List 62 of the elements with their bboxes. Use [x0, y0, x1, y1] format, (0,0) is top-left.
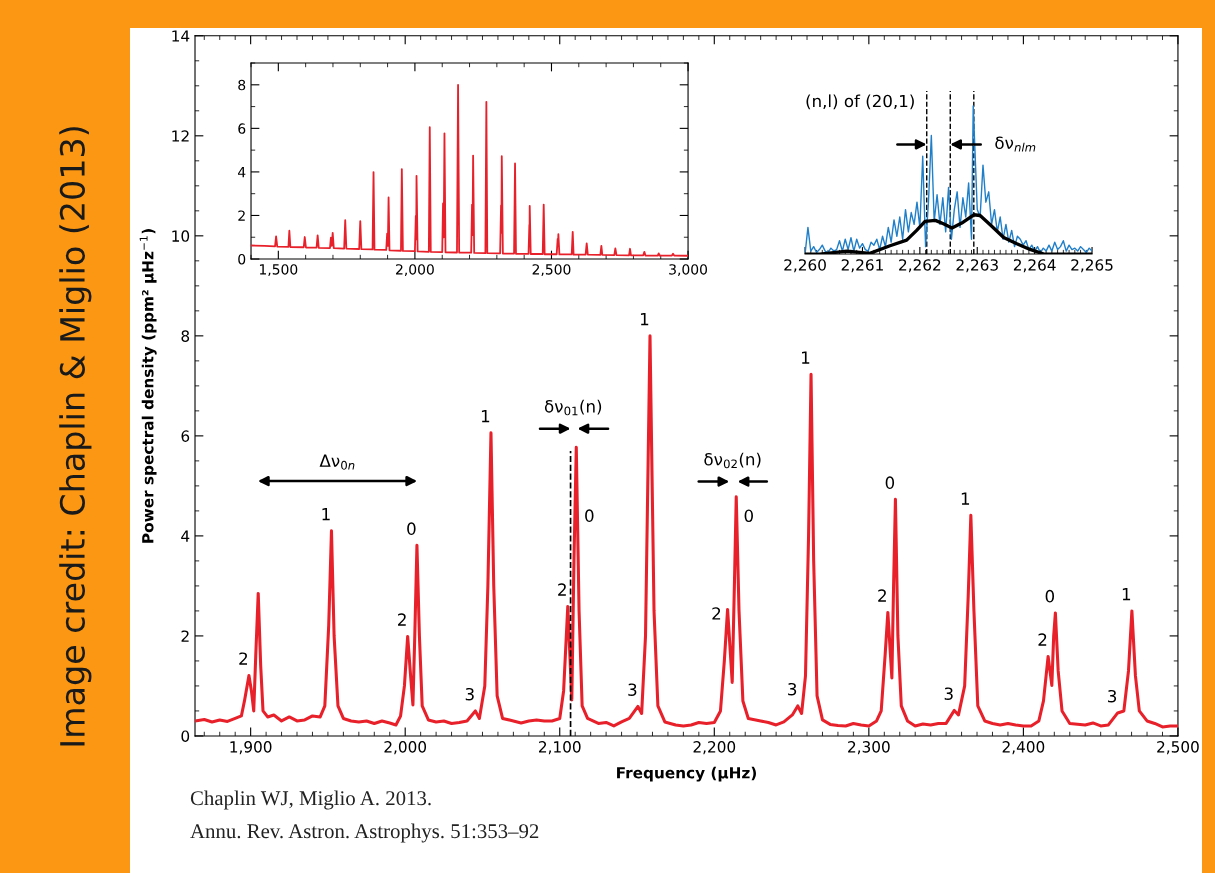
- annotation: 3: [1108, 689, 1117, 703]
- annotation: 3: [628, 683, 637, 696]
- x-tick-label: 2,262: [899, 259, 941, 273]
- y-tick-label: 6: [181, 430, 190, 442]
- x-tick-label: 2,300: [848, 741, 890, 755]
- text: Annu. Rev. Astron. Astrophys. 51:353–92: [190, 823, 539, 843]
- y-tick-label: 10: [172, 230, 190, 242]
- x-tick-label: 2,000: [384, 741, 427, 755]
- line-series: [195, 334, 1178, 729]
- y-tick-label: 14: [172, 30, 190, 42]
- annotation: 1: [1122, 588, 1131, 601]
- x-tick-label: 2,260: [784, 259, 826, 273]
- annotation: 1: [481, 410, 490, 423]
- x-tick-label: 2,261: [841, 259, 883, 273]
- annotation: 2: [1038, 633, 1047, 646]
- y-tick-label: 6: [238, 123, 246, 134]
- annotation: 1: [640, 313, 649, 326]
- y-tick-label: 0: [238, 253, 246, 265]
- annotation: 2: [398, 613, 406, 626]
- y-tick-label: 4: [238, 167, 246, 178]
- text: Chaplin WJ, Miglio A. 2013.: [190, 790, 431, 810]
- y-tick-label: 2: [181, 630, 189, 642]
- x-tick-label: 1,900: [230, 741, 272, 755]
- y-tick-label: 8: [181, 330, 190, 342]
- x-tick-label: 2,264: [1013, 259, 1056, 273]
- text: Image credit: Chaplin & Miglio (2013): [59, 127, 92, 746]
- x-tick-label: 2,263: [956, 259, 998, 273]
- annotation: Δν$_{0n}$: [319, 454, 355, 470]
- x-tick-label: 2,200: [693, 741, 736, 755]
- y-tick-label: 2: [238, 210, 245, 221]
- y-axis-title: Power spectral density (ppm² μHz$^{−1}$): [139, 229, 157, 543]
- annotation: 1: [961, 492, 970, 505]
- x-tick-label: 1,500: [259, 264, 298, 277]
- annotation: 0: [744, 509, 753, 523]
- annotation: 3: [788, 682, 797, 696]
- x-tick-label: 2,000: [396, 264, 434, 277]
- annotation: 2: [558, 583, 566, 596]
- annotation: 0: [407, 522, 416, 535]
- y-tick-label: 0: [181, 730, 190, 742]
- annotation: 3: [465, 687, 474, 701]
- annotation: δν$_{nlm}$: [995, 136, 1036, 152]
- y-tick-label: 12: [172, 130, 189, 142]
- annotation: δν$_{01}$(n): [544, 399, 602, 416]
- x-axis-title: Frequency (μHz): [617, 766, 756, 782]
- annotation: 0: [585, 509, 594, 522]
- annotation: 1: [802, 351, 810, 364]
- annotation: 2: [712, 607, 721, 620]
- annotation: 0: [885, 476, 895, 489]
- x-tick-label: 2,100: [539, 741, 581, 755]
- y-tick-label: 8: [238, 79, 246, 91]
- y-tick-label: 4: [181, 530, 190, 542]
- x-tick-label: 2,500: [532, 264, 571, 277]
- x-tick-label: 3,000: [669, 264, 708, 277]
- x-tick-label: 2,500: [1157, 741, 1199, 755]
- annotation: 2: [878, 589, 886, 602]
- x-tick-label: 2,400: [1002, 741, 1045, 755]
- annotation: 0: [1045, 589, 1055, 603]
- x-tick-label: 2,265: [1071, 259, 1113, 273]
- annotation: (n,l) of (20,1): [806, 94, 914, 110]
- annotation: δν$_{02}$(n): [704, 452, 761, 469]
- annotation: 1: [322, 508, 330, 521]
- annotation: 3: [944, 687, 953, 700]
